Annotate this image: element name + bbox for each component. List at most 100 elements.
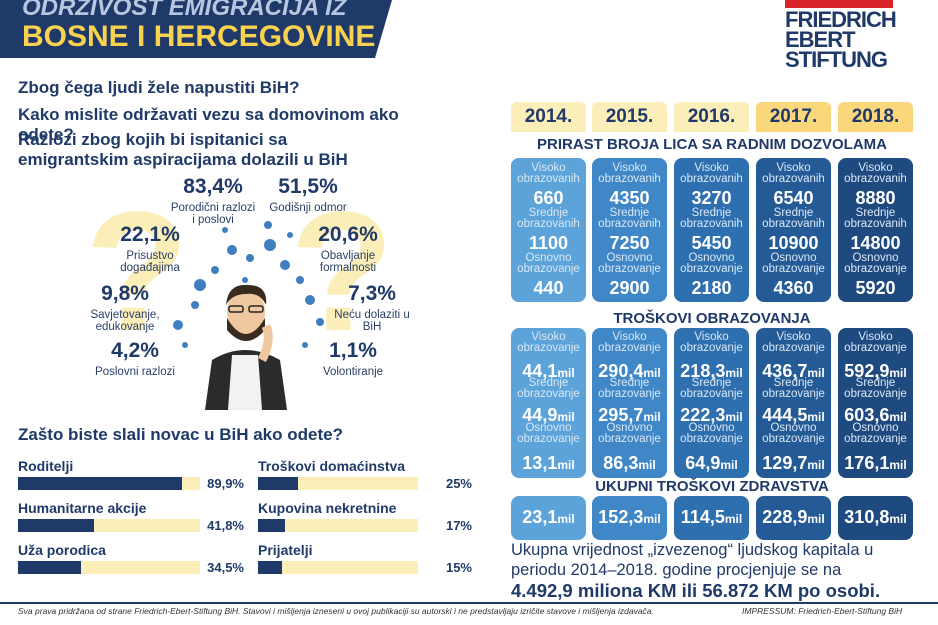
reason-label: Obavljanje formalnosti xyxy=(319,250,377,274)
cell-value: 129,7mil xyxy=(756,453,831,474)
unit: mil xyxy=(807,366,825,380)
row-label: Visoko obrazovanih xyxy=(762,162,825,185)
bar xyxy=(18,519,95,532)
cell-value: 152,3mil xyxy=(592,507,667,528)
section-title: UKUPNI TROŠKOVI ZDRAVSTVA xyxy=(595,478,829,495)
cell-value: 14800 xyxy=(838,233,913,254)
logo-line: EBERT xyxy=(785,27,856,52)
row-label: Osnovno obrazovanje xyxy=(844,252,907,275)
cell-number: 23,1 xyxy=(522,507,558,527)
table-column xyxy=(674,158,749,302)
bar-track xyxy=(258,519,418,532)
reason-value: 83,4% xyxy=(183,175,243,198)
row-label: Srednje obrazovanih xyxy=(680,207,743,230)
unit: mil xyxy=(807,458,825,472)
cell-value: 3270 xyxy=(674,188,749,209)
cell-value: 6540 xyxy=(756,188,831,209)
unit: mil xyxy=(725,410,743,424)
unit: mil xyxy=(720,458,738,472)
logo: FRIEDRICH EBERT STIFTUNG xyxy=(785,9,897,72)
question: Kako mislite održavati vezu sa domovinom… xyxy=(18,105,399,144)
cell-number: 2180 xyxy=(691,278,732,298)
row-label: Osnovno obrazovanje xyxy=(762,422,825,445)
row-label: Srednje obrazovanih xyxy=(844,207,907,230)
cell-number: 5450 xyxy=(691,233,732,253)
table-column xyxy=(511,158,586,302)
cell-number: 444,5 xyxy=(762,405,808,425)
table-column xyxy=(756,496,831,540)
cell-value: 660 xyxy=(511,188,586,209)
reason-value: 4,2% xyxy=(111,339,159,362)
cell-number: 176,1 xyxy=(844,453,890,473)
unit: mil xyxy=(643,410,661,424)
bar-value-label: 34,5% xyxy=(207,560,244,575)
bar-track xyxy=(18,477,200,490)
cell-number: 3270 xyxy=(691,188,732,208)
row-label: Srednje obrazovanih xyxy=(762,207,825,230)
cell-number: 6540 xyxy=(773,188,814,208)
table-column xyxy=(756,328,831,478)
cell-number: 228,9 xyxy=(762,507,808,527)
cell-value: 228,9mil xyxy=(756,507,831,528)
section-title: PRIRAST BROJA LICA SA RADNIM DOZVOLAMA xyxy=(537,136,887,153)
row-label: Osnovno obrazovanje xyxy=(598,422,661,445)
row-label: Srednje obrazovanje xyxy=(680,377,743,400)
cell-value: 444,5mil xyxy=(756,405,831,426)
bar xyxy=(258,519,286,532)
row-label: Srednje obrazovanje xyxy=(762,377,825,400)
reason-label: Prisustvo događajima xyxy=(120,250,180,274)
header-title-2: BOSNE I HERCEGOVINE xyxy=(22,20,376,53)
header-title-1: ODRŽIVOST EMIGRACIJA IZ xyxy=(22,0,347,21)
row-label: Visoko obrazovanih xyxy=(598,162,661,185)
table-column xyxy=(511,496,586,540)
row-label: Srednje obrazovanje xyxy=(517,377,580,400)
row-label: Visoko obrazovanje xyxy=(680,331,743,354)
row-label: Osnovno obrazovanje xyxy=(844,422,907,445)
cell-number: 2900 xyxy=(609,278,650,298)
row-label: Srednje obrazovanje xyxy=(844,377,907,400)
cell-value: 64,9mil xyxy=(674,453,749,474)
unit: mil xyxy=(725,366,743,380)
cell-value: 5450 xyxy=(674,233,749,254)
cell-value: 222,3mil xyxy=(674,405,749,426)
table-column xyxy=(592,328,667,478)
cell-number: 7250 xyxy=(609,233,650,253)
table-column xyxy=(838,328,913,478)
money-label: Prijatelji xyxy=(258,542,313,558)
money-label: Roditelji xyxy=(18,458,74,474)
cell-value: 44,1mil xyxy=(511,361,586,382)
cell-number: 86,3 xyxy=(603,453,639,473)
cell-number: 152,3 xyxy=(598,507,644,527)
row-label: Visoko obrazovanje xyxy=(844,331,907,354)
cell-value: 44,9mil xyxy=(511,405,586,426)
money-label: Troškovi domaćinstva xyxy=(258,458,406,474)
cell-number: 310,8 xyxy=(844,507,890,527)
cell-number: 4350 xyxy=(609,188,650,208)
money-label: Kupovina nekretnine xyxy=(258,500,397,516)
unit: mil xyxy=(889,366,907,380)
bar-track xyxy=(258,561,418,574)
reason-label: Savjetovanje, edukovanje xyxy=(90,309,160,333)
cell-number: 295,7 xyxy=(598,405,644,425)
money-label: Humanitarne akcije xyxy=(18,500,147,516)
unit: mil xyxy=(643,512,661,526)
year-header: 2016. xyxy=(674,102,749,132)
bar-track xyxy=(18,519,200,532)
bar xyxy=(18,561,81,574)
table-column xyxy=(838,496,913,540)
cell-value: 23,1mil xyxy=(511,507,586,528)
cell-value: 8880 xyxy=(838,188,913,209)
reason-value: 20,6% xyxy=(318,223,378,246)
cell-value: 603,6mil xyxy=(838,405,913,426)
cell-value: 5920 xyxy=(838,278,913,299)
row-label: Visoko obrazovanje xyxy=(517,331,580,354)
year-header: 2017. xyxy=(756,102,831,132)
row-label: Srednje obrazovanih xyxy=(517,207,580,230)
bar xyxy=(258,477,298,490)
question: Razlozi zbog kojih bi ispitanici sa emig… xyxy=(18,130,348,169)
year-header: 2014. xyxy=(511,102,586,132)
cell-number: 440 xyxy=(533,278,564,298)
cell-number: 10900 xyxy=(768,233,819,253)
cell-value: 2180 xyxy=(674,278,749,299)
logo-line: STIFTUNG xyxy=(785,47,888,72)
